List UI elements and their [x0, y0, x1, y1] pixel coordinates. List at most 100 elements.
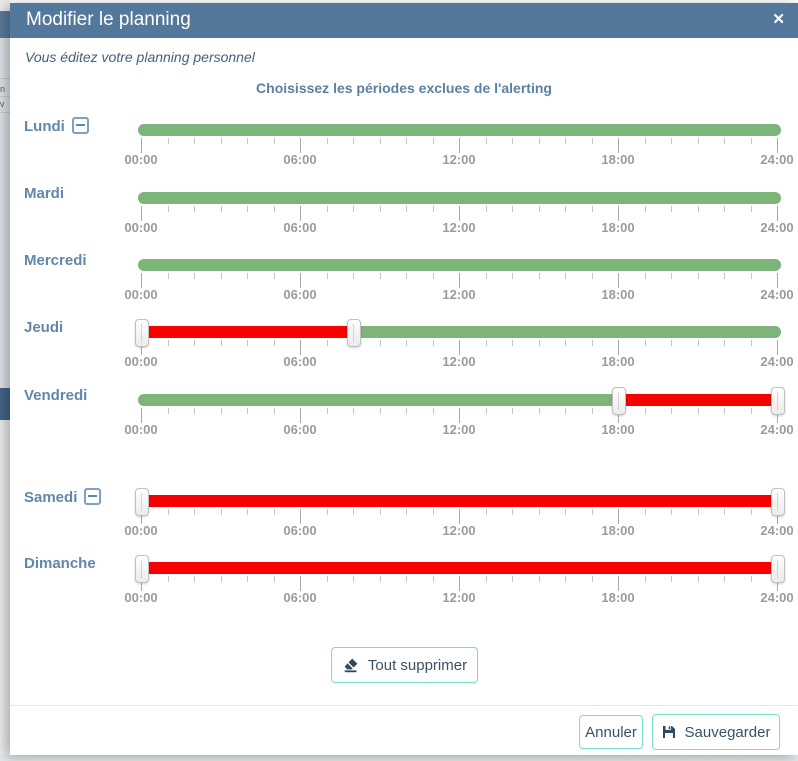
- tick-label: 06:00: [283, 422, 317, 437]
- minor-tick: [538, 273, 540, 279]
- minor-tick: [485, 509, 487, 515]
- save-button[interactable]: Sauvegarder: [652, 714, 780, 750]
- tick-label: 00:00: [124, 354, 158, 369]
- major-tick: [777, 273, 778, 288]
- day-row: Mercredi 00:00 06:00 12:00 18:00 24:00: [10, 250, 798, 312]
- clear-all-button[interactable]: Tout supprimer: [331, 647, 478, 683]
- tick-label: 06:00: [283, 590, 317, 605]
- tick-label: 06:00: [283, 152, 317, 167]
- backdrop-block: [0, 11, 10, 38]
- major-tick: [777, 408, 778, 423]
- day-label: Lundi: [24, 117, 89, 135]
- slider-handle[interactable]: [135, 555, 149, 583]
- tick-label: 06:00: [283, 287, 317, 302]
- minor-tick: [538, 509, 540, 515]
- minor-tick: [591, 576, 593, 582]
- slider-track: [138, 192, 781, 204]
- slider-handle[interactable]: [135, 319, 149, 347]
- slider-track: [138, 326, 781, 338]
- included-period-segment: [138, 124, 781, 136]
- minor-tick: [167, 138, 169, 144]
- time-range-slider[interactable]: 00:00 06:00 12:00 18:00 24:00: [124, 385, 798, 447]
- cancel-button[interactable]: Annuler: [579, 715, 643, 749]
- tick-label: 00:00: [124, 152, 158, 167]
- minor-tick: [273, 576, 275, 582]
- minor-tick: [220, 340, 222, 346]
- minor-tick: [671, 408, 672, 414]
- slider-handle[interactable]: [771, 488, 785, 516]
- major-tick: [777, 340, 778, 355]
- time-range-slider[interactable]: 00:00 06:00 12:00 18:00 24:00: [124, 250, 798, 312]
- minor-tick: [591, 340, 593, 346]
- minor-tick: [247, 206, 248, 212]
- time-range-slider[interactable]: 00:00 06:00 12:00 18:00 24:00: [124, 486, 798, 548]
- major-tick: [459, 509, 460, 524]
- tick-label: 00:00: [124, 287, 158, 302]
- minor-tick: [406, 408, 407, 414]
- major-tick: [459, 576, 460, 591]
- major-tick: [300, 138, 301, 153]
- minor-tick: [512, 576, 513, 582]
- minor-tick: [353, 509, 354, 515]
- slider-handle[interactable]: [135, 488, 149, 516]
- minor-tick: [485, 408, 487, 414]
- included-period-segment: [138, 394, 618, 406]
- tick-label: 00:00: [124, 590, 158, 605]
- major-tick: [459, 340, 460, 355]
- slider-handle[interactable]: [347, 319, 361, 347]
- time-range-slider[interactable]: 00:00 06:00 12:00 18:00 24:00: [124, 115, 798, 177]
- minor-tick: [565, 340, 566, 346]
- major-tick: [141, 206, 142, 221]
- minor-tick: [750, 138, 752, 144]
- minor-tick: [591, 138, 593, 144]
- minor-tick: [194, 509, 195, 515]
- slider-track: [138, 495, 781, 507]
- day-label: Vendredi: [24, 387, 88, 404]
- slider-handle[interactable]: [771, 387, 785, 415]
- minor-tick: [326, 509, 328, 515]
- minor-tick: [724, 206, 725, 212]
- minor-tick: [644, 509, 646, 515]
- backdrop-divider: [0, 78, 10, 79]
- slider-track: [138, 562, 781, 574]
- minor-tick: [538, 408, 540, 414]
- edit-planning-modal: Modifier le planning ✕ Vous éditez votre…: [10, 3, 798, 755]
- time-range-slider[interactable]: 00:00 06:00 12:00 18:00 24:00: [124, 317, 798, 379]
- tick-label: 24:00: [760, 523, 794, 538]
- tick-label: 12:00: [442, 422, 476, 437]
- major-tick: [141, 408, 142, 423]
- minor-tick: [353, 138, 354, 144]
- modal-title: Modifier le planning: [26, 9, 191, 30]
- minor-tick: [485, 576, 487, 582]
- slider-handle[interactable]: [771, 555, 785, 583]
- slider-handle[interactable]: [612, 387, 626, 415]
- day-row: Mardi 00:00 06:00 12:00 18:00 24:00: [10, 183, 798, 245]
- minor-tick: [326, 138, 328, 144]
- tick-label: 18:00: [601, 523, 635, 538]
- minor-tick: [247, 273, 248, 279]
- time-range-slider[interactable]: 00:00 06:00 12:00 18:00 24:00: [124, 553, 798, 615]
- minor-tick: [194, 408, 195, 414]
- collapse-day-button[interactable]: [84, 488, 102, 505]
- time-range-slider[interactable]: 00:00 06:00 12:00 18:00 24:00: [124, 183, 798, 245]
- minor-tick: [406, 138, 407, 144]
- minor-tick: [671, 340, 672, 346]
- tick-label: 18:00: [601, 354, 635, 369]
- minor-tick: [485, 340, 487, 346]
- tick-label: 24:00: [760, 354, 794, 369]
- minor-tick: [697, 509, 699, 515]
- tick-label: 24:00: [760, 422, 794, 437]
- minor-tick: [485, 138, 487, 144]
- minor-tick: [273, 206, 275, 212]
- minor-tick: [406, 206, 407, 212]
- collapse-day-button[interactable]: [71, 117, 89, 134]
- handle-grip: [353, 324, 354, 342]
- close-icon[interactable]: ✕: [772, 11, 785, 28]
- tick-label: 00:00: [124, 220, 158, 235]
- minor-tick: [591, 408, 593, 414]
- major-tick: [618, 408, 619, 423]
- minor-tick: [326, 340, 328, 346]
- minor-tick: [167, 509, 169, 515]
- handle-grip: [777, 392, 778, 410]
- excluded-period-segment: [138, 495, 781, 507]
